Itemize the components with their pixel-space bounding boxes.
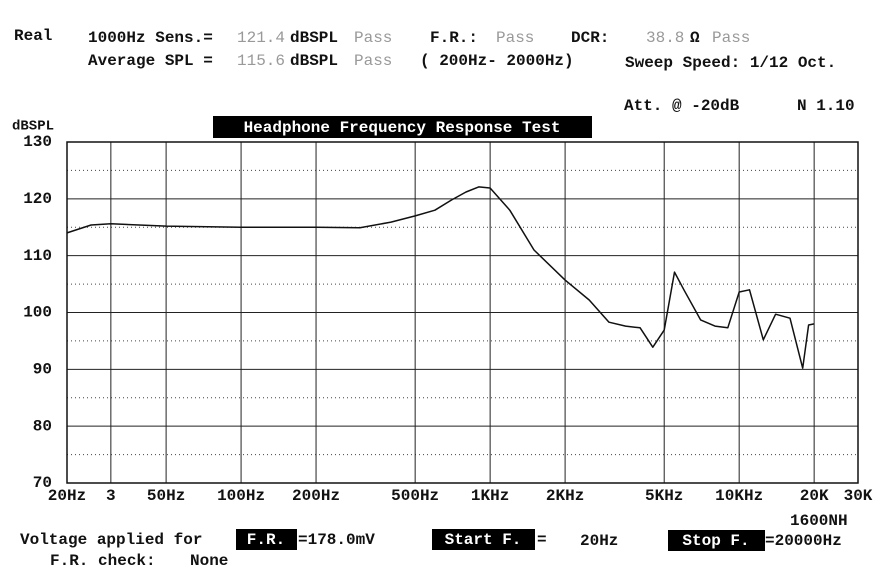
x-tick-label: 3 bbox=[106, 487, 116, 505]
y-tick-label: 110 bbox=[23, 247, 52, 265]
value: =20000Hz bbox=[765, 532, 842, 550]
model: 1600NH bbox=[790, 512, 848, 530]
chart-title: Headphone Frequency Response Test bbox=[244, 119, 561, 137]
x-tick-label: 200Hz bbox=[292, 487, 340, 505]
x-tick-label: 30K bbox=[844, 487, 873, 505]
value: 115.6 bbox=[237, 52, 285, 70]
box-label: F.R. bbox=[247, 531, 285, 549]
attenuation: Att. @ -20dB bbox=[624, 97, 740, 115]
box bbox=[236, 529, 297, 550]
x-tick-label: 20K bbox=[800, 487, 829, 505]
label: F.R. check: bbox=[50, 552, 156, 570]
equals: = bbox=[537, 531, 547, 549]
x-tick-label: 20Hz bbox=[48, 487, 86, 505]
x-tick-label: 10KHz bbox=[715, 487, 763, 505]
label: F.R.: bbox=[430, 29, 478, 47]
x-tick-label: 1KHz bbox=[471, 487, 509, 505]
x-tick-label: 5KHz bbox=[645, 487, 683, 505]
y-tick-label: 80 bbox=[33, 417, 52, 435]
response-line bbox=[66, 186, 815, 369]
label: DCR: bbox=[571, 29, 609, 47]
value: =178.0mV bbox=[298, 531, 375, 549]
version: N 1.10 bbox=[797, 97, 855, 115]
x-tick-label: 2KHz bbox=[546, 487, 584, 505]
x-tick-label: 50Hz bbox=[147, 487, 185, 505]
value: 38.8 bbox=[646, 29, 684, 47]
box-label: Stop F. bbox=[682, 532, 749, 550]
box bbox=[668, 530, 765, 551]
label: 1000Hz Sens.= bbox=[88, 29, 213, 47]
range: ( 200Hz- 2000Hz) bbox=[420, 52, 574, 70]
y-tick-label: 120 bbox=[23, 190, 52, 208]
sweep: Sweep Speed: 1/12 Oct. bbox=[625, 54, 836, 72]
label: Average SPL = bbox=[88, 52, 213, 70]
label: Voltage applied for bbox=[20, 531, 202, 549]
result: Pass bbox=[712, 29, 750, 47]
value: 20Hz bbox=[580, 532, 618, 550]
unit: Ω bbox=[690, 29, 700, 47]
plot-frame bbox=[66, 141, 859, 484]
result: Pass bbox=[354, 29, 392, 47]
box-label: Start F. bbox=[445, 531, 522, 549]
y-tick-label: 100 bbox=[23, 304, 52, 322]
x-tick-label: 500Hz bbox=[391, 487, 439, 505]
x-tick-label: 100Hz bbox=[217, 487, 265, 505]
y-axis-label: dBSPL bbox=[12, 119, 54, 135]
result: Pass bbox=[496, 29, 534, 47]
title-box bbox=[213, 116, 592, 138]
value: None bbox=[190, 552, 228, 570]
mode: Real bbox=[14, 27, 52, 45]
value: 121.4 bbox=[237, 29, 285, 47]
unit: dBSPL bbox=[290, 52, 338, 70]
result: Pass bbox=[354, 52, 392, 70]
y-tick-label: 130 bbox=[23, 133, 52, 151]
unit: dBSPL bbox=[290, 29, 338, 47]
y-tick-label: 70 bbox=[33, 474, 52, 492]
y-tick-label: 90 bbox=[33, 361, 52, 379]
box bbox=[432, 529, 535, 550]
